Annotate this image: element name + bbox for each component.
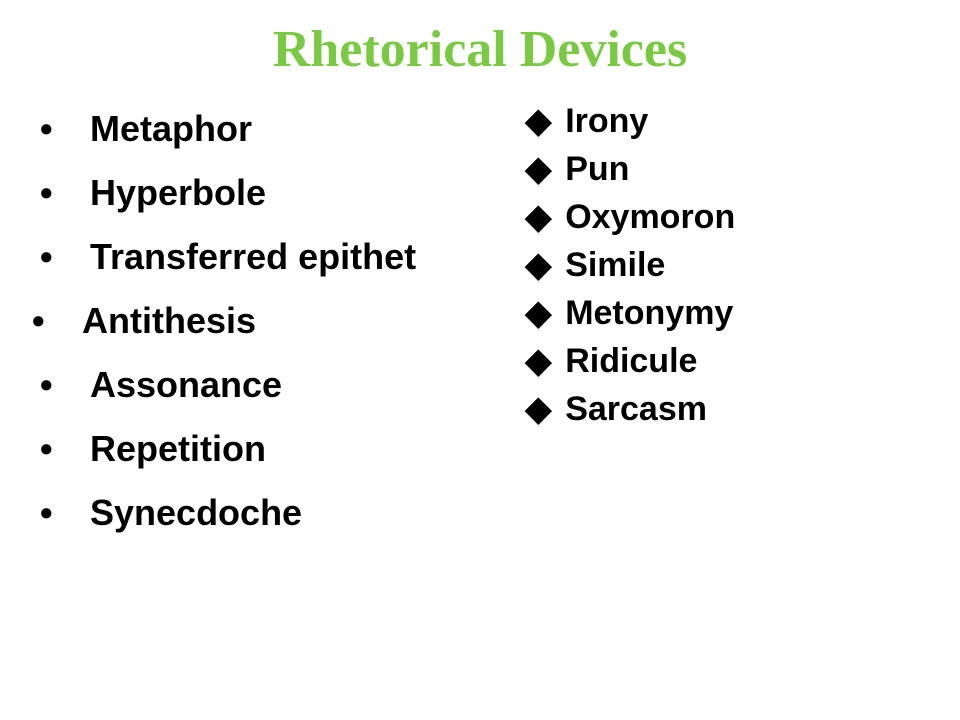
left-item: Synecdoche xyxy=(40,481,515,545)
left-item-label: Repetition xyxy=(90,417,266,481)
right-item-label: Pun xyxy=(565,145,629,193)
left-item: Assonance xyxy=(40,353,515,417)
left-bullet-icon xyxy=(40,97,90,161)
left-item: Repetition xyxy=(40,417,515,481)
left-bullet-icon xyxy=(40,481,90,545)
left-column: MetaphorHyperboleTransferred epithetAnti… xyxy=(40,97,515,545)
right-bullet-icon xyxy=(525,193,565,241)
right-bullet-icon xyxy=(525,97,565,145)
left-item-label: Antithesis xyxy=(82,289,256,353)
right-item-label: Metonymy xyxy=(565,289,733,337)
right-bullet-icon xyxy=(525,385,565,433)
right-item: Sarcasm xyxy=(525,385,930,433)
left-item: Antithesis xyxy=(40,289,515,353)
left-item-label: Transferred epithet xyxy=(90,225,416,289)
left-item-label: Metaphor xyxy=(90,97,252,161)
columns-wrapper: MetaphorHyperboleTransferred epithetAnti… xyxy=(40,97,920,545)
left-item-label: Assonance xyxy=(90,353,282,417)
left-bullet-icon xyxy=(40,225,90,289)
right-item-label: Simile xyxy=(565,241,665,289)
right-item: Simile xyxy=(525,241,930,289)
slide-title: Rhetorical Devices xyxy=(40,20,920,79)
right-item: Irony xyxy=(525,97,930,145)
right-bullet-icon xyxy=(525,289,565,337)
right-item: Ridicule xyxy=(525,337,930,385)
right-bullet-icon xyxy=(525,337,565,385)
right-item-label: Oxymoron xyxy=(565,193,735,241)
left-item: Hyperbole xyxy=(40,161,515,225)
slide: Rhetorical Devices MetaphorHyperboleTran… xyxy=(0,0,960,720)
right-item-label: Irony xyxy=(565,97,648,145)
right-bullet-icon xyxy=(525,145,565,193)
right-column: IronyPunOxymoronSimileMetonymyRidiculeSa… xyxy=(525,97,930,545)
right-item: Oxymoron xyxy=(525,193,930,241)
left-item: Metaphor xyxy=(40,97,515,161)
right-item-label: Sarcasm xyxy=(565,385,707,433)
left-bullet-icon xyxy=(40,161,90,225)
right-item: Metonymy xyxy=(525,289,930,337)
right-item-label: Ridicule xyxy=(565,337,697,385)
left-item-label: Synecdoche xyxy=(90,481,302,545)
left-item: Transferred epithet xyxy=(40,225,515,289)
left-bullet-icon xyxy=(32,289,82,353)
right-bullet-icon xyxy=(525,241,565,289)
left-bullet-icon xyxy=(40,417,90,481)
left-bullet-icon xyxy=(40,353,90,417)
right-item: Pun xyxy=(525,145,930,193)
left-item-label: Hyperbole xyxy=(90,161,266,225)
